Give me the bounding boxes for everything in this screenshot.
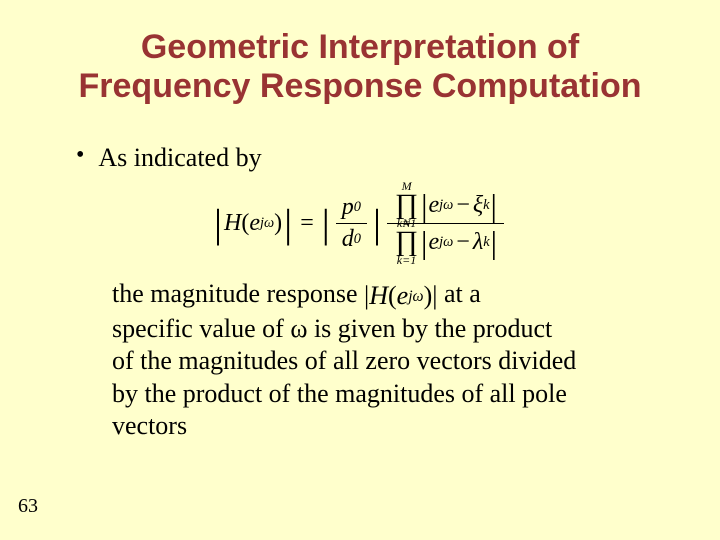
body-line5: vectors — [112, 411, 187, 440]
lparen: ( — [388, 280, 397, 313]
xi: ξ — [473, 192, 483, 219]
coeff-fraction: p0 d0 — [336, 192, 367, 255]
abs-bar: | — [420, 226, 428, 258]
page-number: 63 — [18, 495, 38, 518]
body-line2b: is given by the product — [307, 314, 552, 343]
title-line-2: Frequency Response Computation — [79, 67, 642, 105]
abs-bar: | — [282, 204, 294, 244]
prod-top: M — [402, 179, 412, 194]
bullet-row: • As indicated by — [76, 142, 680, 173]
abs-bar: | — [371, 204, 383, 244]
p-sub: 0 — [354, 199, 361, 216]
exp: jω — [408, 287, 423, 306]
formula-exp: jω — [260, 215, 274, 232]
d-sub: 0 — [354, 231, 361, 248]
prod-top: N — [402, 216, 410, 231]
lambda: λ — [473, 229, 483, 256]
body-pre: the magnitude response — [112, 279, 364, 308]
lparen: ( — [241, 210, 249, 237]
slide-title: Geometric Interpretation of Frequency Re… — [40, 28, 680, 106]
product-fraction: M ∏ k=1 | ejω − ξk | N ∏ k=1 — [387, 187, 504, 260]
e: e — [397, 280, 409, 313]
omega: ω — [290, 314, 307, 343]
formula-e: e — [249, 210, 260, 237]
rparen: ) — [274, 210, 282, 237]
p: p — [342, 194, 354, 221]
minus: − — [456, 192, 470, 219]
abs-bar: | — [490, 189, 498, 221]
body-paragraph: the magnitude response | H ( ejω ) | at … — [112, 278, 640, 442]
bullet-text: As indicated by — [98, 142, 261, 173]
abs-bar: | — [212, 204, 224, 244]
slide-container: Geometric Interpretation of Frequency Re… — [0, 0, 720, 540]
abs-bar: | — [490, 226, 498, 258]
exp: jω — [439, 234, 453, 251]
abs-bar: | — [320, 204, 332, 244]
minus: − — [456, 229, 470, 256]
body-post1: at a — [444, 279, 481, 308]
bullet-icon: • — [76, 142, 84, 168]
body-line4: by the product of the magnitudes of all … — [112, 379, 567, 408]
formula-container: | H ( ejω ) | = | p0 d0 | M ∏ — [40, 187, 680, 260]
rparen: ) — [424, 280, 433, 313]
d: d — [342, 226, 354, 253]
coeff-num: p0 — [336, 192, 367, 223]
e: e — [429, 192, 440, 219]
prod-bot: k=1 — [397, 253, 416, 268]
inline-magnitude: | H ( ejω ) | — [364, 280, 437, 313]
title-line-1: Geometric Interpretation of — [141, 28, 579, 66]
equals: = — [300, 210, 314, 237]
exp: jω — [439, 197, 453, 214]
magnitude-formula: | H ( ejω ) | = | p0 d0 | M ∏ — [212, 187, 508, 260]
abs-bar: | — [432, 280, 437, 313]
prod-den: N ∏ k=1 | ejω − λk | — [387, 223, 504, 260]
abs-bar: | — [420, 189, 428, 221]
product-symbol: N ∏ k=1 — [395, 226, 418, 258]
body-line2a: specific value of — [112, 314, 290, 343]
e: e — [428, 229, 439, 256]
H: H — [369, 280, 388, 313]
body-line3: of the magnitudes of all zero vectors di… — [112, 346, 576, 375]
coeff-den: d0 — [336, 223, 367, 255]
formula-H: H — [224, 210, 241, 237]
